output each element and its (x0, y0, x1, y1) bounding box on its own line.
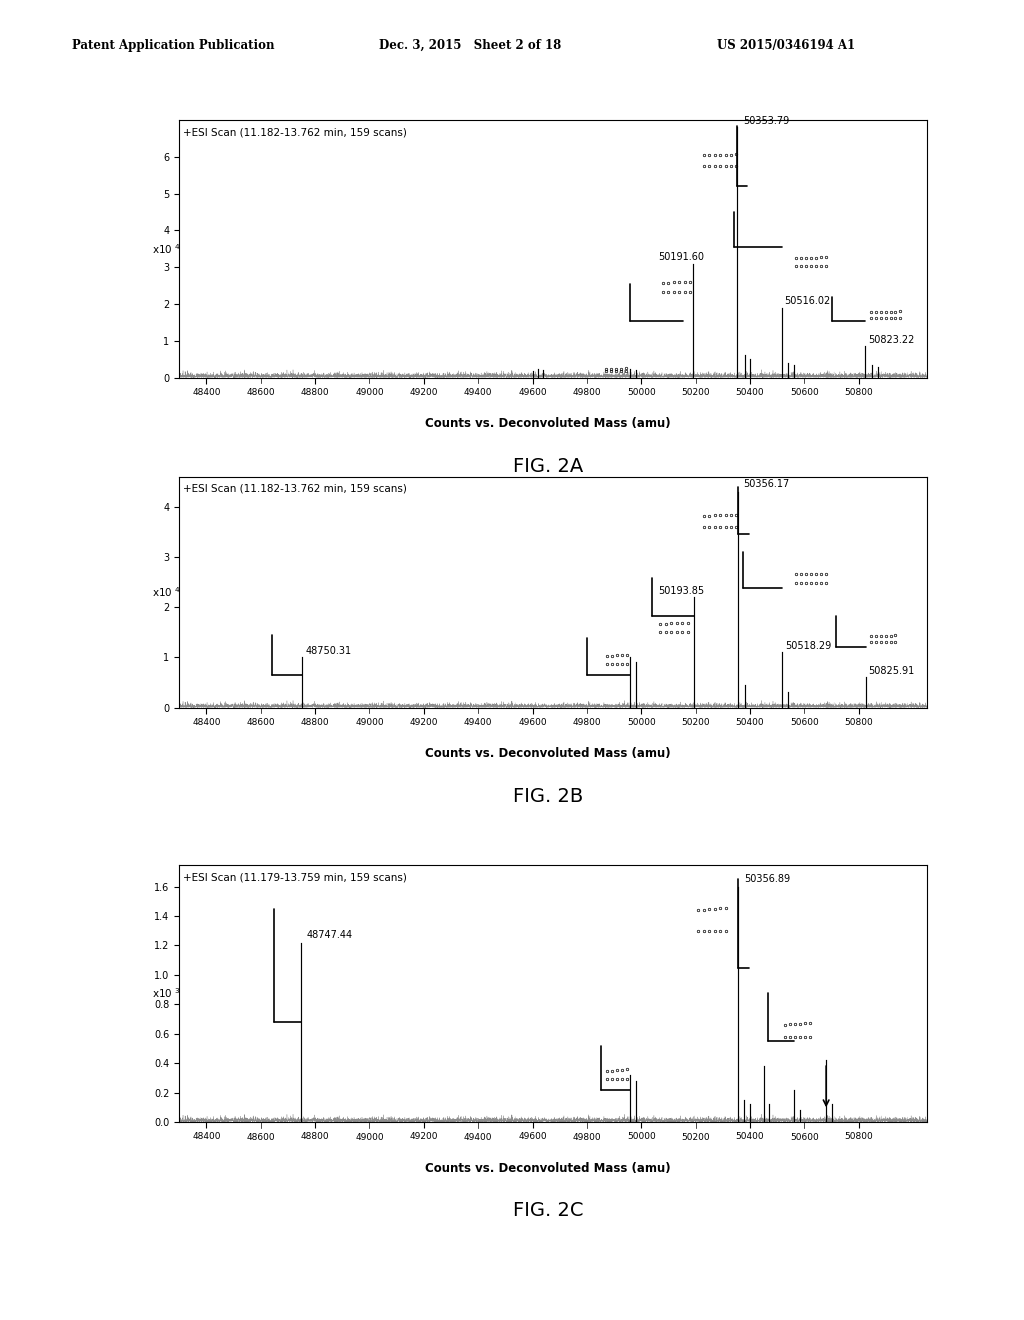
Text: +ESI Scan (11.182-13.762 min, 159 scans): +ESI Scan (11.182-13.762 min, 159 scans) (183, 128, 407, 137)
Text: 50193.85: 50193.85 (658, 586, 705, 597)
Text: 49400: 49400 (464, 1133, 493, 1142)
Text: 50600: 50600 (791, 718, 819, 727)
Text: +ESI Scan (11.182-13.762 min, 159 scans): +ESI Scan (11.182-13.762 min, 159 scans) (183, 483, 407, 494)
Text: +ESI Scan (11.179-13.759 min, 159 scans): +ESI Scan (11.179-13.759 min, 159 scans) (183, 873, 407, 882)
Text: Counts vs. Deconvoluted Mass (amu): Counts vs. Deconvoluted Mass (amu) (425, 747, 671, 760)
Text: US 2015/0346194 A1: US 2015/0346194 A1 (717, 38, 855, 51)
Text: 48750.31: 48750.31 (306, 647, 352, 656)
Text: 50825.91: 50825.91 (868, 667, 914, 676)
Text: 49800: 49800 (572, 388, 601, 397)
Text: x10 $^4$: x10 $^4$ (152, 242, 180, 256)
Text: 50600: 50600 (791, 1133, 819, 1142)
Text: 50191.60: 50191.60 (658, 252, 705, 261)
Text: Patent Application Publication: Patent Application Publication (72, 38, 274, 51)
Text: 48600: 48600 (247, 1133, 275, 1142)
Text: 49000: 49000 (355, 388, 384, 397)
Text: 50518.29: 50518.29 (785, 642, 831, 651)
Text: 50356.17: 50356.17 (743, 479, 790, 490)
Text: Counts vs. Deconvoluted Mass (amu): Counts vs. Deconvoluted Mass (amu) (425, 417, 671, 430)
Text: 50353.79: 50353.79 (742, 116, 790, 125)
Text: x10 $^3$: x10 $^3$ (152, 986, 180, 1001)
Text: 49000: 49000 (355, 1133, 384, 1142)
Text: 50200: 50200 (681, 1133, 710, 1142)
Text: 50823.22: 50823.22 (867, 335, 914, 345)
Text: FIG. 2B: FIG. 2B (513, 787, 583, 805)
Text: 49400: 49400 (464, 388, 493, 397)
Text: 48600: 48600 (247, 388, 275, 397)
Text: 50600: 50600 (791, 388, 819, 397)
Text: 48747.44: 48747.44 (306, 929, 352, 940)
Text: 49000: 49000 (355, 718, 384, 727)
Text: 50200: 50200 (681, 388, 710, 397)
Text: 49400: 49400 (464, 718, 493, 727)
Text: 49800: 49800 (572, 718, 601, 727)
Text: 50516.02: 50516.02 (784, 296, 830, 306)
Text: Dec. 3, 2015   Sheet 2 of 18: Dec. 3, 2015 Sheet 2 of 18 (379, 38, 561, 51)
Text: x10 $^4$: x10 $^4$ (152, 585, 180, 599)
Text: Counts vs. Deconvoluted Mass (amu): Counts vs. Deconvoluted Mass (amu) (425, 1162, 671, 1175)
Text: 49800: 49800 (572, 1133, 601, 1142)
Text: 48600: 48600 (247, 718, 275, 727)
Text: FIG. 2C: FIG. 2C (513, 1201, 583, 1220)
Text: FIG. 2A: FIG. 2A (513, 457, 583, 475)
Text: 50356.89: 50356.89 (743, 874, 790, 883)
Text: 50200: 50200 (681, 718, 710, 727)
